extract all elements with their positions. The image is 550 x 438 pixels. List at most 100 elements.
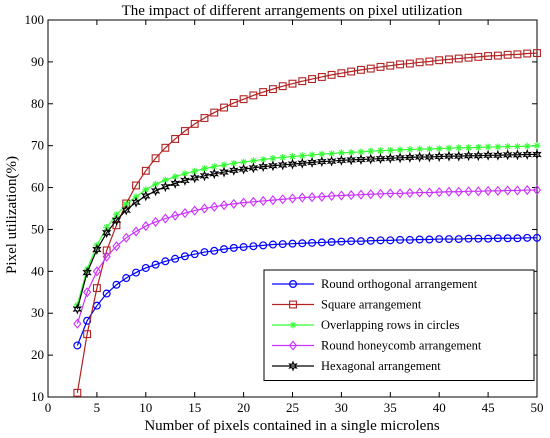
data-point — [210, 108, 219, 117]
data-point — [454, 186, 463, 197]
legend-label: Round orthogonal arrangement — [321, 277, 478, 291]
data-point — [298, 152, 306, 160]
data-point — [318, 150, 326, 158]
data-point — [405, 151, 415, 163]
data-point — [444, 235, 453, 244]
data-point — [308, 75, 317, 84]
series-1 — [73, 233, 541, 350]
data-point — [455, 144, 463, 152]
data-point — [435, 187, 444, 198]
data-point — [170, 177, 180, 189]
data-point — [152, 180, 159, 188]
data-point — [357, 65, 365, 74]
data-point — [523, 49, 532, 58]
data-point — [415, 235, 424, 244]
data-point — [112, 241, 121, 252]
data-point — [249, 196, 258, 207]
data-point — [229, 98, 238, 107]
data-point — [494, 143, 502, 151]
data-point — [249, 242, 258, 251]
data-point — [191, 167, 199, 175]
data-point — [180, 208, 190, 219]
data-point — [454, 235, 463, 244]
data-point — [425, 235, 434, 244]
data-point — [298, 77, 307, 86]
data-point — [229, 164, 239, 176]
data-point — [493, 149, 503, 161]
data-point — [405, 59, 414, 68]
y-tick-label: 70 — [31, 138, 44, 153]
data-point — [416, 145, 424, 153]
data-point — [287, 158, 298, 170]
data-point — [504, 143, 512, 150]
data-point — [327, 70, 336, 79]
data-point — [415, 58, 424, 67]
data-point — [72, 303, 83, 315]
data-point — [375, 153, 386, 165]
data-point — [357, 148, 365, 156]
data-point — [474, 234, 483, 243]
x-tick-label: 45 — [482, 400, 495, 415]
data-point — [347, 67, 356, 76]
data-point — [151, 154, 160, 163]
legend-item: Overlapping rows in circles — [272, 318, 460, 332]
y-tick-label: 30 — [31, 305, 44, 320]
data-point — [189, 172, 200, 184]
data-point — [180, 252, 189, 261]
x-tick-label: 5 — [94, 400, 101, 415]
data-point — [151, 216, 160, 227]
data-point — [376, 62, 385, 71]
data-point — [83, 330, 92, 339]
data-point — [219, 200, 229, 211]
data-point — [259, 241, 268, 250]
series-5 — [72, 148, 542, 315]
data-point — [474, 186, 483, 197]
data-point — [180, 174, 190, 186]
data-point — [386, 61, 395, 70]
data-point — [268, 160, 278, 172]
data-point — [493, 234, 502, 243]
data-point — [249, 157, 257, 165]
data-point — [268, 195, 278, 206]
data-point — [367, 147, 375, 155]
data-point — [356, 153, 366, 165]
data-point — [278, 194, 287, 205]
data-point — [376, 236, 385, 245]
data-point — [101, 227, 112, 239]
data-point — [493, 51, 502, 60]
x-tick-label: 15 — [188, 400, 201, 415]
data-point — [395, 152, 405, 164]
data-point — [503, 185, 512, 196]
data-point — [248, 162, 259, 174]
data-point — [356, 189, 366, 200]
data-point — [190, 250, 199, 259]
data-point — [73, 318, 82, 329]
data-point — [326, 155, 337, 167]
data-point — [327, 238, 336, 247]
data-point — [473, 150, 484, 162]
data-point — [336, 154, 347, 166]
data-point — [424, 151, 435, 163]
data-point — [522, 148, 532, 160]
data-point — [277, 159, 288, 171]
data-point — [297, 157, 308, 169]
x-tick-label: 20 — [237, 400, 250, 415]
data-point — [220, 245, 229, 254]
data-point — [141, 190, 151, 202]
legend-label: Hexagonal arrangement — [321, 359, 441, 373]
y-tick-label: 90 — [31, 54, 44, 69]
data-point — [307, 156, 317, 168]
data-point — [425, 57, 434, 66]
x-tick-label: 40 — [433, 400, 446, 415]
data-point — [483, 185, 493, 196]
data-point — [288, 79, 297, 88]
x-tick-label: 50 — [531, 400, 544, 415]
data-point — [513, 50, 522, 59]
data-point — [229, 243, 238, 252]
data-point — [444, 150, 454, 162]
data-point — [142, 186, 150, 194]
data-point — [453, 150, 464, 162]
y-tick-label: 60 — [31, 180, 44, 195]
series-line — [76, 237, 537, 346]
